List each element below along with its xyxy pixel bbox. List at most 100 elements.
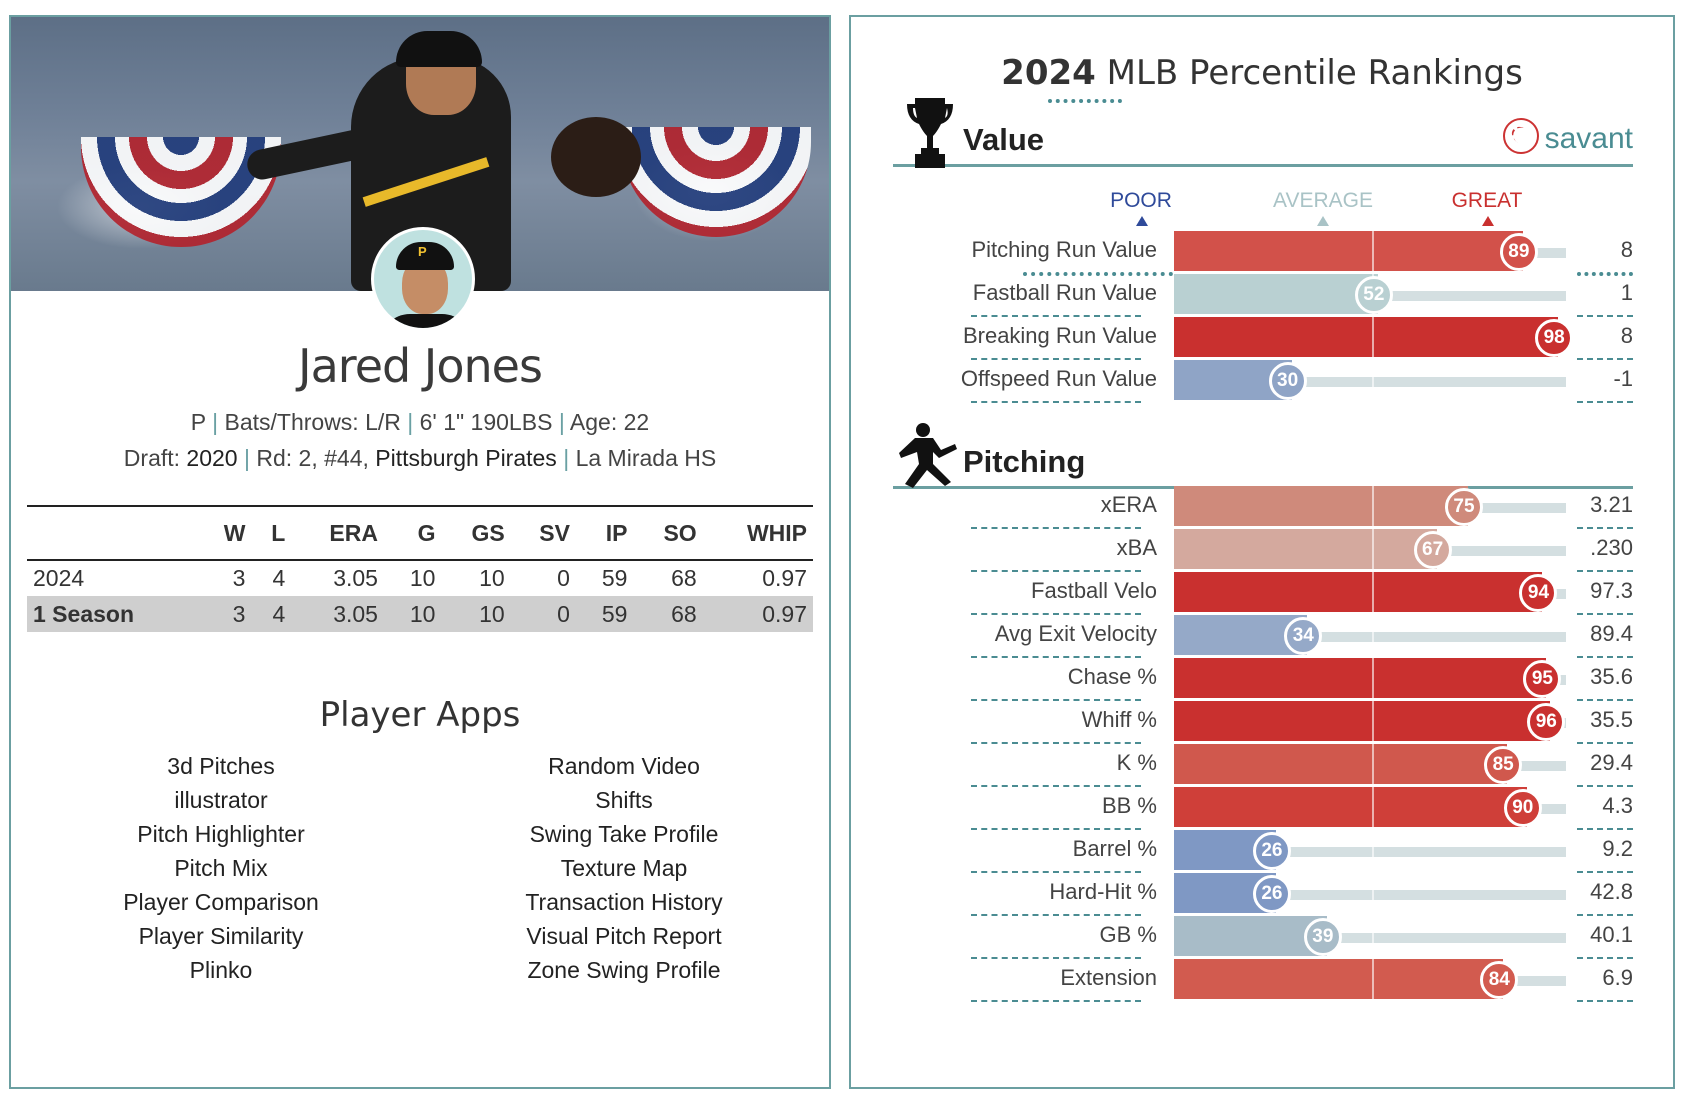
bunting-decoration [621,127,811,237]
section-label: Value [963,122,1044,157]
draft-year-link[interactable]: 2020 [186,445,238,471]
percentile-bar[interactable] [1174,658,1547,698]
metric-value: 40.1 [1590,922,1633,947]
metric-label: Fastball Run Value [972,280,1157,305]
percentile-badge: 94 [1519,574,1558,612]
percentile-bar[interactable] [1174,274,1378,314]
stats-column-header: G [383,505,442,561]
row-divider [971,957,1141,959]
metric-label: Whiff % [1081,707,1157,732]
metric-value: .230 [1590,535,1633,560]
percentile-bar[interactable] [1174,231,1523,271]
percentile-bar[interactable] [1174,572,1543,612]
row-divider [971,401,1141,403]
average-line [1372,231,1374,271]
metric-value: 8 [1620,323,1633,348]
average-line [1372,317,1374,357]
team-link[interactable]: Pittsburgh Pirates [375,445,557,471]
pitcher-cap [396,31,482,67]
percentile-bar[interactable] [1174,486,1468,526]
percentile-bar[interactable] [1174,701,1551,741]
metric-label: Barrel % [1072,836,1157,861]
player-app-link[interactable]: illustrator [174,787,268,813]
avatar-shirt [380,314,472,328]
player-app-link[interactable]: Random Video [548,753,700,779]
percentile-badge: 30 [1268,362,1307,400]
player-app-link[interactable]: Pitch Highlighter [137,821,305,847]
player-name: Jared Jones [298,339,543,393]
metric-label: Hard-Hit % [1049,879,1157,904]
percentile-badge: 96 [1527,703,1566,741]
rankings-year: 2024 [1001,53,1096,93]
scale-poor-label: POOR [1110,189,1172,212]
percentile-badge: 85 [1484,746,1523,784]
separator: | [407,409,414,435]
average-line [1372,529,1374,569]
metric-row: Breaking Run Value 98 8 [851,315,1673,361]
row-divider [1577,401,1633,403]
percentile-badge: 52 [1354,276,1393,314]
row-divider [971,358,1141,360]
stats-cell: 0.97 [702,596,813,632]
row-divider [1577,699,1633,701]
avatar-cap [396,242,454,270]
stats-table: W L ERA G GS SV IP SO WHIP 2024 3 4 3.05 10 10 0 59 68 0.… [27,505,813,632]
row-divider [971,699,1141,701]
pitcher-silhouette-icon [899,423,957,488]
stats-cell: 1 Season [27,596,200,632]
player-app-link[interactable]: Shifts [595,787,653,813]
percentile-track [1174,847,1566,857]
glove [551,117,641,197]
percentile-bar[interactable] [1174,916,1327,956]
player-app-link[interactable]: Transaction History [525,889,723,915]
average-line [1372,658,1374,698]
player-app-link[interactable]: Swing Take Profile [529,821,719,847]
player-app-link[interactable]: Player Comparison [123,889,319,915]
player-app-link[interactable]: Plinko [189,957,253,983]
metric-label: Chase % [1067,664,1157,689]
stats-cell: 68 [671,565,697,591]
row-divider [1577,914,1633,916]
separator: | [243,445,250,471]
percentile-bar[interactable] [1174,959,1504,999]
row-divider [1023,272,1173,276]
stats-cell: 10 [479,565,505,591]
percentile-bar[interactable] [1174,317,1559,357]
player-app-link[interactable]: Pitch Mix [174,855,268,881]
percentile-bar[interactable] [1174,744,1508,784]
stats-header-row: W L ERA G GS SV IP SO WHIP [27,505,813,561]
row-divider [971,914,1141,916]
percentile-badge: 95 [1523,660,1562,698]
baseball-icon [1502,118,1539,154]
player-app-link[interactable]: Visual Pitch Report [526,923,722,949]
savant-brand[interactable]: savant [1502,118,1633,156]
stats-cell: 4 [251,596,292,632]
stats-column-header: SV [510,505,576,561]
player-app-link[interactable]: Texture Map [560,855,688,881]
metric-row: BB % 90 4.3 [851,785,1673,831]
player-app-link[interactable]: Player Similarity [138,923,304,949]
row-divider [971,570,1141,572]
row-divider [1577,527,1633,529]
percentile-bar[interactable] [1174,529,1437,569]
metric-value: 8 [1620,237,1633,262]
metric-value: 29.4 [1590,750,1633,775]
percentile-badge: 26 [1252,875,1291,913]
percentile-bar[interactable] [1174,787,1527,827]
percentile-track [1174,933,1566,943]
player-app-link[interactable]: 3d Pitches [167,753,275,779]
average-line [1372,787,1374,827]
bio-position: P [190,409,206,435]
metric-row: Avg Exit Velocity 34 89.4 [851,613,1673,659]
stats-row: 2024 3 4 3.05 10 10 0 59 68 0.97 [27,560,813,596]
stats-cell: 0 [510,596,576,632]
metric-value: 1 [1620,280,1633,305]
metric-value: 35.5 [1590,707,1633,732]
bio-line-2: Draft: 2020 | Rd: 2, #44, Pittsburgh Pir… [11,445,829,472]
stats-cell: 3 [232,565,246,591]
metric-label: Fastball Velo [1031,578,1157,603]
player-app-link[interactable]: Zone Swing Profile [527,957,721,983]
metric-row: Pitching Run Value 89 8 [851,229,1673,276]
percentile-badge: 84 [1480,961,1519,999]
row-divider [1577,828,1633,830]
